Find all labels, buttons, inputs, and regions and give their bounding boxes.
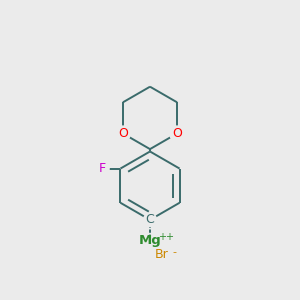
Circle shape bbox=[143, 213, 157, 226]
Text: Mg: Mg bbox=[139, 234, 161, 247]
Text: ++: ++ bbox=[158, 232, 174, 242]
Circle shape bbox=[169, 126, 184, 141]
Text: -: - bbox=[172, 248, 176, 257]
Text: O: O bbox=[172, 127, 182, 140]
Circle shape bbox=[116, 126, 130, 141]
Text: C: C bbox=[146, 213, 154, 226]
Text: Br: Br bbox=[155, 248, 169, 260]
Text: O: O bbox=[118, 127, 128, 140]
Circle shape bbox=[96, 162, 109, 175]
Text: F: F bbox=[99, 162, 106, 175]
